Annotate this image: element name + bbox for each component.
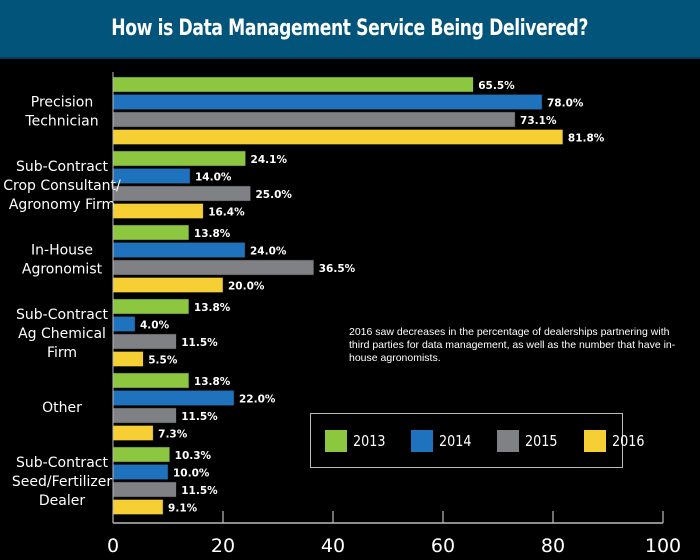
bar-2015-4	[112, 407, 177, 424]
value-label: 24.1%	[251, 154, 288, 166]
bar-2013-5	[112, 446, 170, 463]
category-label: Dealer	[39, 493, 85, 509]
legend-swatch	[497, 429, 520, 452]
value-label: 65.5%	[478, 80, 515, 92]
category-label: Precision	[31, 94, 93, 110]
legend-item-2013: 2013	[325, 429, 391, 452]
bar-2015-5	[112, 481, 177, 498]
bar-2013-1	[112, 150, 246, 167]
bar-2015-0	[112, 111, 516, 128]
value-label: 20.0%	[228, 281, 265, 293]
category-label: Other	[42, 400, 82, 416]
category-label: Seed/Fertilizer	[12, 474, 112, 490]
bar-2014-0	[112, 94, 543, 110]
x-tick-label: 80	[541, 535, 565, 557]
value-label: 13.8%	[194, 228, 231, 240]
category-label: Sub-Contract	[16, 307, 108, 323]
value-label: 11.5%	[181, 337, 218, 349]
value-label: 10.0%	[173, 468, 210, 480]
bar-2016-4	[112, 425, 154, 441]
bar-2014-5	[112, 464, 169, 480]
legend-swatch	[583, 429, 606, 452]
bar-2013-2	[112, 224, 190, 241]
value-label: 24.0%	[250, 246, 287, 258]
legend-swatch	[325, 429, 347, 452]
legend-label: 2013	[353, 431, 386, 450]
category-label: Firm	[47, 345, 77, 361]
bar-2015-2	[112, 259, 314, 276]
category-label: Sub-Contract	[16, 159, 108, 175]
legend-label: 2016	[611, 431, 645, 450]
value-label: 78.0%	[547, 98, 584, 110]
legend-swatch	[411, 429, 434, 452]
category-label: Sub-Contract	[16, 455, 108, 471]
value-label: 13.8%	[194, 302, 231, 314]
x-tick-label: 40	[321, 535, 345, 557]
chart-title: How is Data Management Service Being Del…	[111, 16, 589, 41]
bar-2016-3	[112, 351, 144, 367]
x-tick-label: 100	[645, 535, 681, 557]
bar-2014-4	[112, 390, 235, 406]
legend-item-2016: 2016	[583, 429, 650, 452]
bar-2016-5	[112, 499, 164, 515]
value-label: 16.4%	[208, 207, 245, 219]
value-label: 9.1%	[168, 503, 198, 515]
x-tick-label: 0	[107, 535, 119, 557]
bar-2015-1	[112, 185, 251, 202]
value-label: 11.5%	[181, 411, 218, 423]
legend-label: 2015	[525, 431, 558, 450]
value-label: 73.1%	[520, 115, 557, 127]
value-label: 7.3%	[158, 429, 188, 441]
category-label: Agronomist	[22, 261, 103, 277]
category-label: Ag Chemical	[18, 326, 106, 342]
bar-2013-0	[112, 76, 474, 93]
bar-2014-2	[112, 242, 246, 258]
category-label: Crop Consultant/	[3, 178, 121, 194]
annotation-text: 2016 saw decreases in the percentage of …	[349, 326, 676, 364]
category-label: Agronomy Firm	[9, 197, 115, 213]
x-tick-label: 20	[211, 535, 235, 557]
value-label: 14.0%	[195, 172, 232, 184]
legend-label: 2014	[439, 431, 472, 450]
bar-2015-3	[112, 333, 177, 350]
legend-item-2014: 2014	[411, 429, 477, 452]
title-bar: How is Data Management Service Being Del…	[0, 0, 700, 59]
x-tick-label: 60	[431, 535, 455, 557]
value-label: 11.5%	[181, 485, 218, 497]
value-label: 4.0%	[140, 320, 170, 332]
legend: 2013 2014 2015 2016	[310, 413, 644, 468]
category-label: Technician	[24, 113, 98, 129]
value-label: 10.3%	[175, 450, 212, 462]
bar-2014-3	[112, 316, 136, 332]
bar-2013-4	[112, 372, 190, 389]
bar-2014-1	[112, 168, 191, 184]
legend-item-2015: 2015	[497, 429, 563, 452]
value-label: 22.0%	[239, 394, 276, 406]
value-label: 81.8%	[568, 133, 605, 145]
category-label: In-House	[31, 242, 93, 258]
bar-2016-2	[112, 277, 224, 293]
value-label: 36.5%	[319, 263, 356, 275]
value-label: 5.5%	[148, 355, 178, 367]
bar-2016-0	[112, 129, 564, 145]
value-label: 25.0%	[256, 189, 293, 201]
value-label: 13.8%	[194, 376, 231, 388]
bar-2016-1	[112, 203, 204, 219]
bar-2013-3	[112, 298, 190, 315]
